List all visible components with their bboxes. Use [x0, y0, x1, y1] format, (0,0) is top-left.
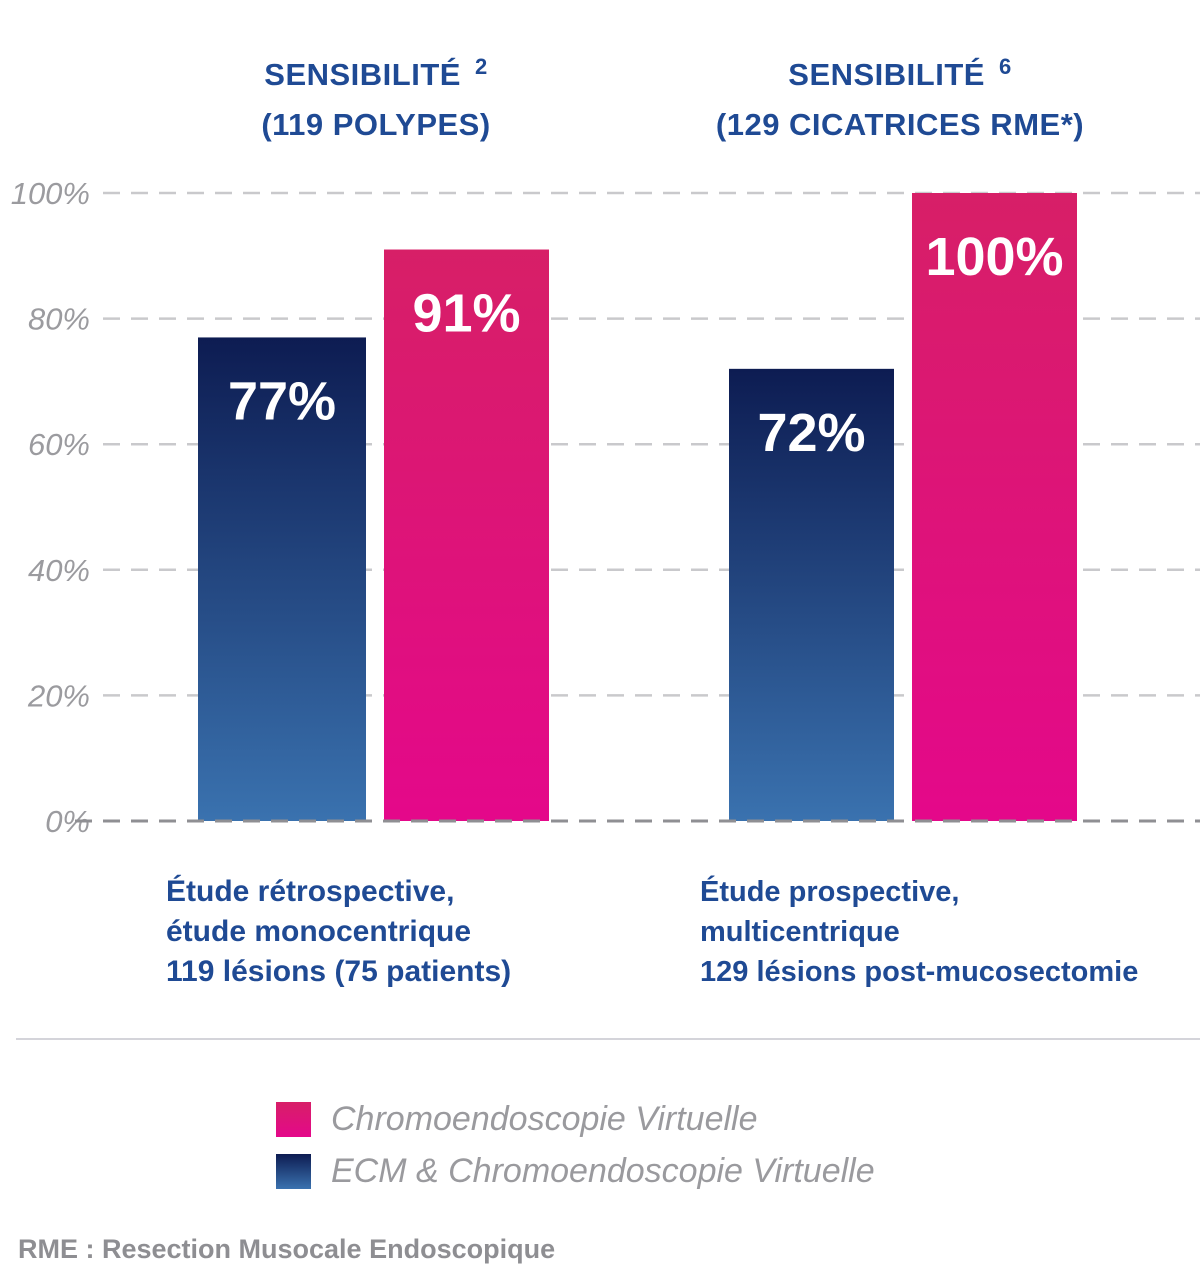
bar-value-label: 91% [412, 284, 520, 344]
study-description-2: Étude prospective, multicentrique 129 lé… [700, 876, 1139, 988]
bar-value-label: 77% [228, 371, 336, 431]
y-tick-label: 40% [28, 553, 90, 588]
group-title-2: SENSIBILITÉ 6 (129 CICATRICES RME*) [650, 50, 1150, 150]
bar-value-label: 100% [925, 227, 1063, 287]
bar-chromo-group2 [912, 193, 1077, 821]
y-tick-label: 100% [11, 176, 90, 211]
bars [198, 193, 1077, 821]
group-subtitle-2: (129 CICATRICES RME*) [715, 107, 1085, 142]
bar-value-labels: 77% 72% 91% 100% [228, 227, 1064, 463]
bar-value-label: 72% [757, 403, 865, 463]
group-title-1: SENSIBILITÉ 2 (119 POLYPES) [176, 50, 576, 150]
legend-label: Chromoendoscopie Virtuelle [331, 1099, 758, 1138]
y-tick-label: 60% [28, 427, 90, 462]
group-subtitle-1: (119 POLYPES) [261, 107, 491, 142]
legend-swatch-pink [276, 1101, 311, 1137]
y-tick-label: 20% [27, 678, 90, 713]
divider [16, 1038, 1200, 1040]
bar-chart: 0%20%40%60%80%100% 77%72%91%100% [11, 176, 1200, 839]
y-axis-ticks: 0%20%40%60%80%100% [11, 176, 90, 839]
bar-ecm-group2 [729, 368, 894, 821]
group-ref-1: 2 [474, 54, 488, 79]
study-description-1: Étude rétrospective, étude monocentrique… [166, 875, 512, 988]
bar-chromo-group1 [384, 249, 549, 821]
legend-item-ecm: ECM & Chromoendoscopie Virtuelle [276, 1145, 875, 1197]
legend-swatch-blue [276, 1153, 311, 1189]
legend: Chromoendoscopie Virtuelle ECM & Chromoe… [276, 1093, 875, 1197]
y-tick-label: 80% [28, 302, 90, 337]
legend-item-chromoendoscopie: Chromoendoscopie Virtuelle [276, 1093, 875, 1145]
group-ref-2: 6 [998, 54, 1012, 79]
footnote: RME : Resection Musocale Endoscopique [18, 1234, 556, 1264]
bar-ecm-group1 [198, 337, 366, 821]
legend-label: ECM & Chromoendoscopie Virtuelle [331, 1151, 875, 1190]
